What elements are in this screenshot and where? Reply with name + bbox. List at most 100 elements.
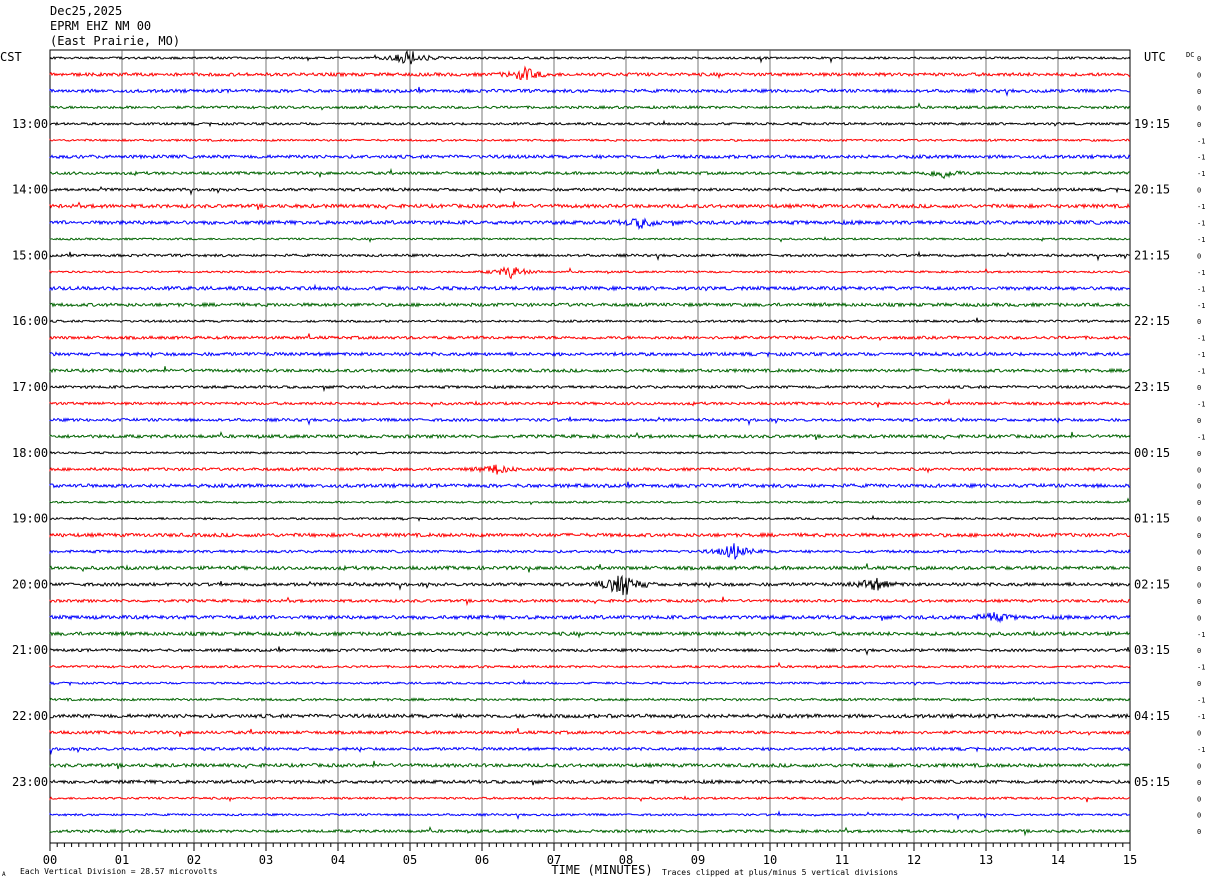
header-date: Dec25,2025 <box>50 4 123 18</box>
x-tick-label: 11 <box>835 853 849 867</box>
left-hour-label: 19:00 <box>12 512 48 526</box>
dc-value: -1 <box>1197 400 1205 408</box>
dc-value: 0 <box>1197 762 1201 770</box>
dc-value: 0 <box>1197 795 1201 803</box>
dc-value: -1 <box>1197 433 1205 441</box>
trace-line <box>49 431 1131 441</box>
trace-line <box>49 574 1131 596</box>
dc-value: -1 <box>1197 203 1205 211</box>
trace-line <box>49 514 1131 522</box>
trace-line <box>49 531 1131 539</box>
trace-line <box>49 119 1131 128</box>
dc-value: -1 <box>1197 351 1205 359</box>
left-hour-label: 13:00 <box>12 117 48 131</box>
x-tick-label: 02 <box>187 853 201 867</box>
x-tick-label: 06 <box>475 853 489 867</box>
trace-line <box>49 661 1131 670</box>
dc-value: -1 <box>1197 154 1205 162</box>
right-hour-label: 01:15 <box>1134 512 1170 526</box>
trace-line <box>49 283 1131 292</box>
dc-value: 0 <box>1197 680 1201 688</box>
x-tick-label: 14 <box>1051 853 1065 867</box>
dc-value: 0 <box>1197 483 1201 491</box>
x-tick-label: 08 <box>619 853 633 867</box>
trace-line <box>49 464 1130 475</box>
x-tick-label: 07 <box>547 853 561 867</box>
dc-value: -1 <box>1197 713 1205 721</box>
dc-value: 0 <box>1197 252 1201 260</box>
dc-value: 0 <box>1197 417 1201 425</box>
trace-line <box>49 543 1131 560</box>
right-hour-label: 23:15 <box>1134 380 1170 394</box>
trace-line <box>49 612 1131 624</box>
corner-mark: A <box>2 871 6 878</box>
trace-line <box>49 102 1131 111</box>
right-hour-label: 05:15 <box>1134 775 1170 789</box>
dc-value: 0 <box>1197 450 1201 458</box>
dc-value: -1 <box>1197 664 1205 672</box>
dc-value: 0 <box>1197 187 1201 195</box>
x-tick-label: 15 <box>1123 853 1137 867</box>
x-tick-label: 01 <box>115 853 129 867</box>
dc-value: 0 <box>1197 549 1201 557</box>
trace-line <box>49 217 1131 231</box>
dc-value: 0 <box>1197 828 1201 836</box>
trace-line <box>49 266 1131 280</box>
right-hour-label: 19:15 <box>1134 117 1170 131</box>
trace-line <box>49 333 1131 342</box>
trace-line <box>49 138 1131 143</box>
trace-line <box>49 760 1131 770</box>
dc-value: 0 <box>1197 647 1201 655</box>
dc-value: 0 <box>1197 88 1201 96</box>
trace-line <box>49 398 1131 408</box>
trace-line <box>49 746 1131 756</box>
left-hour-label: 21:00 <box>12 643 48 657</box>
trace-line <box>49 50 1131 65</box>
right-hour-label: 04:15 <box>1134 709 1170 723</box>
dc-value: 0 <box>1197 598 1201 606</box>
trace-line <box>49 795 1130 803</box>
x-tick-label: 10 <box>763 853 777 867</box>
dc-value: 0 <box>1197 104 1201 112</box>
trace-line <box>49 778 1131 786</box>
x-tick-label: 04 <box>331 853 345 867</box>
left-hour-label: 20:00 <box>12 577 48 591</box>
dc-value: -1 <box>1197 269 1205 277</box>
right-hour-label: 22:15 <box>1134 314 1170 328</box>
dc-value: 0 <box>1197 516 1201 524</box>
dc-value: 0 <box>1197 614 1201 622</box>
trace-line <box>49 350 1131 359</box>
trace-line <box>49 201 1131 210</box>
trace-line <box>49 153 1131 160</box>
dc-value: -1 <box>1197 285 1205 293</box>
dc-value: 0 <box>1197 812 1201 820</box>
trace-line <box>49 497 1131 506</box>
left-hour-label: 16:00 <box>12 314 48 328</box>
dc-value: 0 <box>1197 565 1201 573</box>
trace-line <box>49 596 1131 607</box>
dc-value: -1 <box>1197 697 1205 705</box>
trace-line <box>49 629 1131 639</box>
right-timezone-label: UTC <box>1144 50 1166 64</box>
trace-line <box>49 481 1131 490</box>
trace-line <box>49 65 1131 81</box>
plot-frame <box>49 49 1131 844</box>
trace-line <box>49 86 1131 97</box>
x-tick-label: 13 <box>979 853 993 867</box>
scale-note: Each Vertical Division = 28.57 microvolt… <box>20 867 218 876</box>
left-hour-label: 23:00 <box>12 775 48 789</box>
dc-value: -1 <box>1197 746 1205 754</box>
right-hour-label: 21:15 <box>1134 248 1170 262</box>
right-hour-label: 20:15 <box>1134 183 1170 197</box>
dc-value: 0 <box>1197 499 1201 507</box>
dc-value: -1 <box>1197 137 1205 145</box>
trace-line <box>49 301 1131 308</box>
x-axis-title: TIME (MINUTES) <box>551 863 652 877</box>
dc-value: 0 <box>1197 384 1201 392</box>
dc-value: 0 <box>1197 729 1201 737</box>
dc-value: 0 <box>1197 121 1201 129</box>
trace-line <box>49 450 1131 456</box>
trace-line <box>49 366 1131 374</box>
trace-line <box>49 186 1131 196</box>
x-tick-label: 12 <box>907 853 921 867</box>
